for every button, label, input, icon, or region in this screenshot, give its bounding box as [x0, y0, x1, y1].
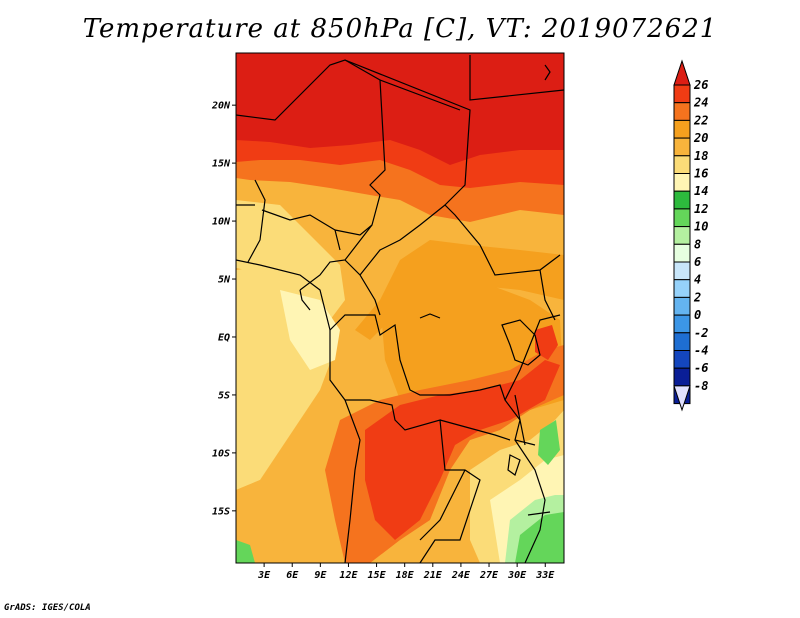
lon-tick-label: 21E — [423, 570, 443, 581]
colorbar-swatch — [673, 314, 691, 334]
colorbar-label: 14 — [694, 184, 708, 198]
lat-tick-label: 10N — [212, 217, 231, 228]
lon-tick-label: 6E — [286, 570, 299, 581]
colorbar-label: 8 — [694, 237, 701, 251]
lon-tick-label: 30E — [507, 570, 527, 581]
colorbar-label: -6 — [694, 361, 708, 375]
lon-tick-label: 9E — [314, 570, 327, 581]
colorbar-label: 12 — [694, 202, 708, 216]
colorbar-label: 6 — [694, 255, 701, 269]
lon-tick-label: 15E — [368, 570, 387, 581]
lon-tick-label: 24E — [451, 570, 471, 581]
colorbar-swatch — [673, 261, 691, 281]
lat-tick-label: 15N — [212, 159, 231, 170]
colorbar-swatch — [673, 279, 691, 298]
lon-tick-label: 27E — [479, 570, 499, 581]
colorbar-label: 18 — [694, 149, 708, 163]
colorbar-label: -8 — [694, 379, 708, 393]
colorbar-label: -4 — [694, 344, 708, 358]
colorbar-label: 22 — [693, 113, 708, 127]
lon-tick-label: 3E — [257, 570, 271, 581]
lat-tick-label: 20N — [211, 101, 231, 112]
lat-tick-label: 5N — [218, 275, 231, 286]
colorbar-label: 20 — [693, 131, 708, 145]
colorbar-bottom-arrow — [673, 385, 691, 412]
colorbar-label: 24 — [693, 96, 708, 110]
lat-tick-label: 10S — [212, 448, 230, 459]
colorbar-swatch — [673, 119, 691, 139]
lat-tick-label: EQ — [218, 332, 230, 343]
colorbar-swatch — [673, 367, 691, 387]
lat-tick-label: 5S — [218, 390, 230, 401]
map-frame — [235, 52, 565, 564]
lat-tick-label: 15S — [212, 506, 230, 517]
colorbar-swatch — [673, 243, 691, 263]
colorbar-swatch — [673, 137, 691, 157]
colorbar-label: 4 — [694, 273, 701, 287]
colorbar-swatch — [673, 84, 691, 104]
colorbar-label: 2 — [693, 290, 701, 304]
colorbar-swatch — [673, 350, 691, 369]
lon-tick-label: 12E — [339, 570, 358, 581]
latitude-axis: 20N 15N 10N 5N EQ 5S 10S 15S — [211, 101, 236, 517]
lon-tick-label: 33E — [535, 570, 555, 581]
lon-tick-label: 18E — [396, 570, 415, 581]
colorbar-swatch — [673, 332, 691, 351]
colorbar-swatch — [673, 296, 691, 316]
longitude-axis: 3E 6E 9E 12E 15E 18E 21E 24E 27E 30E 33E — [257, 563, 555, 581]
colorbar-label: 0 — [694, 308, 701, 322]
colorbar-label: -2 — [694, 326, 708, 340]
colorbar-label: 26 — [693, 78, 708, 92]
colorbar-swatch — [673, 226, 691, 245]
colorbar-swatch — [673, 208, 691, 228]
colorbar-top-arrow — [673, 59, 691, 86]
colorbar-swatch — [673, 173, 691, 192]
country-borders — [236, 55, 564, 563]
colorbar-label: 16 — [694, 167, 708, 181]
colorbar-swatch — [673, 102, 691, 121]
temperature-field — [236, 53, 564, 563]
colorbar-swatch — [673, 190, 691, 210]
colorbar-label: 10 — [694, 220, 708, 234]
credit-text: GrADS: IGES/COLA — [4, 603, 91, 613]
map-title: Temperature at 850hPa [C], VT: 201907262… — [82, 14, 718, 44]
colorbar-swatch — [673, 155, 691, 175]
